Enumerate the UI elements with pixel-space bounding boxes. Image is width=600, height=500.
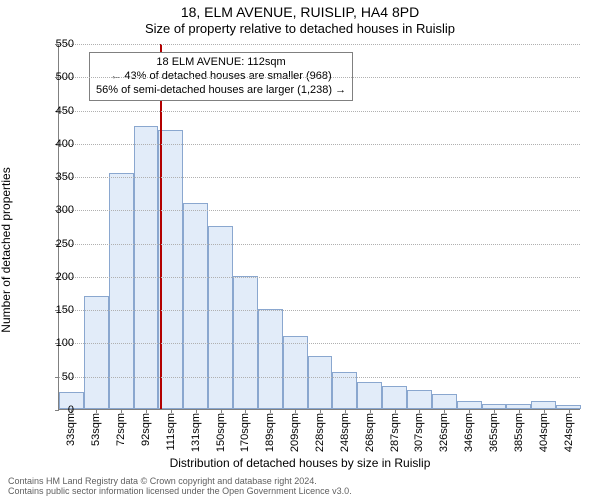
plot-area: 18 ELM AVENUE: 112sqm← 43% of detached h… xyxy=(58,44,580,410)
xtick-mark xyxy=(419,409,420,413)
xtick-label: 228sqm xyxy=(314,409,326,452)
xtick-mark xyxy=(121,409,122,413)
xtick-mark xyxy=(270,409,271,413)
annotation-line: 18 ELM AVENUE: 112sqm xyxy=(96,56,346,70)
chart-title: 18, ELM AVENUE, RUISLIP, HA4 8PD xyxy=(0,0,600,21)
chart-subtitle: Size of property relative to detached ho… xyxy=(0,21,600,37)
gridline xyxy=(59,44,580,45)
xtick-mark xyxy=(544,409,545,413)
xtick-label: 268sqm xyxy=(364,409,376,452)
ytick-label: 200 xyxy=(44,271,74,283)
bar xyxy=(357,382,382,409)
xtick-mark xyxy=(96,409,97,413)
xtick-label: 150sqm xyxy=(215,409,227,452)
xtick-mark xyxy=(370,409,371,413)
xtick-label: 326sqm xyxy=(438,409,450,452)
gridline xyxy=(59,343,580,344)
xtick-label: 111sqm xyxy=(165,409,177,451)
bar xyxy=(183,203,208,409)
ytick-label: 300 xyxy=(44,204,74,216)
xtick-label: 209sqm xyxy=(289,409,301,452)
xtick-label: 346sqm xyxy=(463,409,475,452)
xtick-label: 287sqm xyxy=(389,409,401,452)
xtick-label: 424sqm xyxy=(563,409,575,452)
xtick-mark xyxy=(444,409,445,413)
bar xyxy=(308,356,333,409)
xtick-mark xyxy=(569,409,570,413)
plot-area-wrap: 18 ELM AVENUE: 112sqm← 43% of detached h… xyxy=(58,44,580,410)
bar xyxy=(432,394,457,409)
footer-line-2: Contains public sector information licen… xyxy=(8,486,352,496)
bar xyxy=(109,173,134,409)
ytick-label: 150 xyxy=(44,304,74,316)
bar xyxy=(208,226,233,409)
xtick-label: 307sqm xyxy=(413,409,425,452)
footer-attribution: Contains HM Land Registry data © Crown c… xyxy=(8,476,352,497)
xtick-label: 72sqm xyxy=(115,409,127,446)
ytick-label: 350 xyxy=(44,171,74,183)
xtick-label: 404sqm xyxy=(538,409,550,452)
gridline xyxy=(59,77,580,78)
gridline xyxy=(59,310,580,311)
xtick-label: 248sqm xyxy=(339,409,351,452)
y-axis-label: Number of detached properties xyxy=(0,85,13,250)
bar xyxy=(382,386,407,409)
ytick-label: 500 xyxy=(44,71,74,83)
xtick-mark xyxy=(320,409,321,413)
gridline xyxy=(59,144,580,145)
bar xyxy=(531,401,556,409)
xtick-label: 365sqm xyxy=(488,409,500,452)
x-axis-label: Distribution of detached houses by size … xyxy=(0,456,600,470)
ytick-label: 0 xyxy=(44,404,74,416)
xtick-label: 170sqm xyxy=(239,409,251,452)
bar xyxy=(84,296,109,409)
gridline xyxy=(59,177,580,178)
bar xyxy=(407,390,432,409)
ytick-label: 550 xyxy=(44,38,74,50)
xtick-mark xyxy=(469,409,470,413)
xtick-label: 92sqm xyxy=(140,409,152,446)
gridline xyxy=(59,377,580,378)
bar xyxy=(332,372,357,409)
bar xyxy=(457,401,482,409)
gridline xyxy=(59,210,580,211)
bar xyxy=(233,276,258,409)
bar xyxy=(158,130,183,409)
footer-line-1: Contains HM Land Registry data © Crown c… xyxy=(8,476,352,486)
xtick-mark xyxy=(345,409,346,413)
xtick-label: 53sqm xyxy=(90,409,102,446)
annotation-line: 56% of semi-detached houses are larger (… xyxy=(96,84,346,98)
bar xyxy=(134,126,159,409)
gridline xyxy=(59,277,580,278)
gridline xyxy=(59,244,580,245)
ytick-label: 400 xyxy=(44,138,74,150)
ytick-label: 50 xyxy=(44,371,74,383)
xtick-mark xyxy=(146,409,147,413)
ytick-label: 100 xyxy=(44,337,74,349)
xtick-mark xyxy=(245,409,246,413)
xtick-label: 189sqm xyxy=(264,409,276,452)
xtick-mark xyxy=(221,409,222,413)
gridline xyxy=(59,111,580,112)
ytick-label: 450 xyxy=(44,105,74,117)
xtick-label: 131sqm xyxy=(190,409,202,452)
xtick-mark xyxy=(494,409,495,413)
ytick-label: 250 xyxy=(44,238,74,250)
xtick-mark xyxy=(196,409,197,413)
chart-container: 18, ELM AVENUE, RUISLIP, HA4 8PD Size of… xyxy=(0,0,600,500)
xtick-mark xyxy=(519,409,520,413)
xtick-mark xyxy=(171,409,172,413)
xtick-mark xyxy=(395,409,396,413)
bar xyxy=(283,336,308,409)
xtick-mark xyxy=(295,409,296,413)
xtick-label: 385sqm xyxy=(513,409,525,452)
bar xyxy=(258,309,283,409)
